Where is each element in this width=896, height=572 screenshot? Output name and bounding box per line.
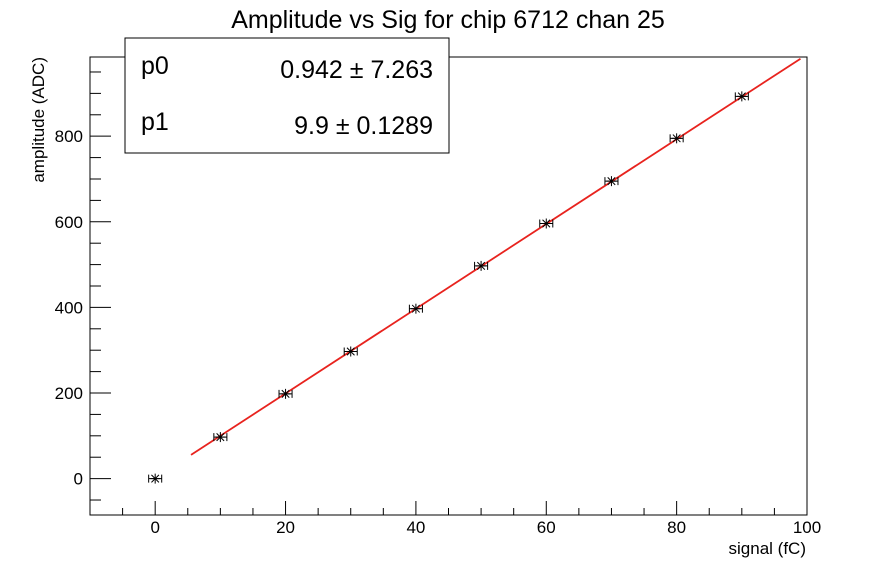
star-marker <box>280 388 291 399</box>
star-marker <box>150 473 161 484</box>
data-point <box>604 176 619 187</box>
data-point <box>408 303 423 314</box>
param-value-p1: 9.9 ± 0.1289 <box>294 112 433 140</box>
x-tick-label: 80 <box>667 518 686 537</box>
y-tick-label: 400 <box>55 298 83 317</box>
star-marker <box>215 432 226 443</box>
x-axis: 0 20 40 60 80 100 <box>89 501 821 537</box>
fit-line <box>190 57 801 456</box>
fit-parameters-box: p0 0.942 ± 7.263 p1 9.9 ± 0.1289 <box>124 37 450 154</box>
y-tick-label: 0 <box>74 470 83 489</box>
y-tick-label: 200 <box>55 384 83 403</box>
y-axis-label: amplitude (ADC) <box>29 57 48 183</box>
x-tick-label: 0 <box>150 518 159 537</box>
param-name-p0: p0 <box>141 52 169 80</box>
star-marker <box>671 133 682 144</box>
data-point <box>539 218 554 229</box>
data-point <box>278 388 293 399</box>
star-marker <box>476 260 487 271</box>
x-tick-label: 20 <box>276 518 295 537</box>
data-points <box>148 91 749 484</box>
data-point <box>343 346 358 357</box>
x-tick-label: 100 <box>793 518 821 537</box>
x-tick-label: 60 <box>537 518 556 537</box>
data-point <box>213 432 228 443</box>
star-marker <box>541 218 552 229</box>
star-marker <box>345 346 356 357</box>
y-axis: 0 200 400 600 800 <box>55 71 111 501</box>
star-marker <box>606 176 617 187</box>
stats-box-frame <box>124 37 450 154</box>
data-point <box>669 133 684 144</box>
data-point <box>734 91 749 102</box>
star-marker <box>736 91 747 102</box>
star-marker <box>410 303 421 314</box>
data-point <box>474 260 489 271</box>
data-point <box>148 473 163 484</box>
x-tick-label: 40 <box>406 518 425 537</box>
chart-title: Amplitude vs Sig for chip 6712 chan 25 <box>231 6 665 34</box>
y-tick-label: 800 <box>55 127 83 146</box>
fit-layer <box>190 57 801 456</box>
x-axis-label: signal (fC) <box>729 539 806 558</box>
param-value-p0: 0.942 ± 7.263 <box>280 56 433 84</box>
param-name-p1: p1 <box>141 108 169 136</box>
y-tick-label: 600 <box>55 213 83 232</box>
